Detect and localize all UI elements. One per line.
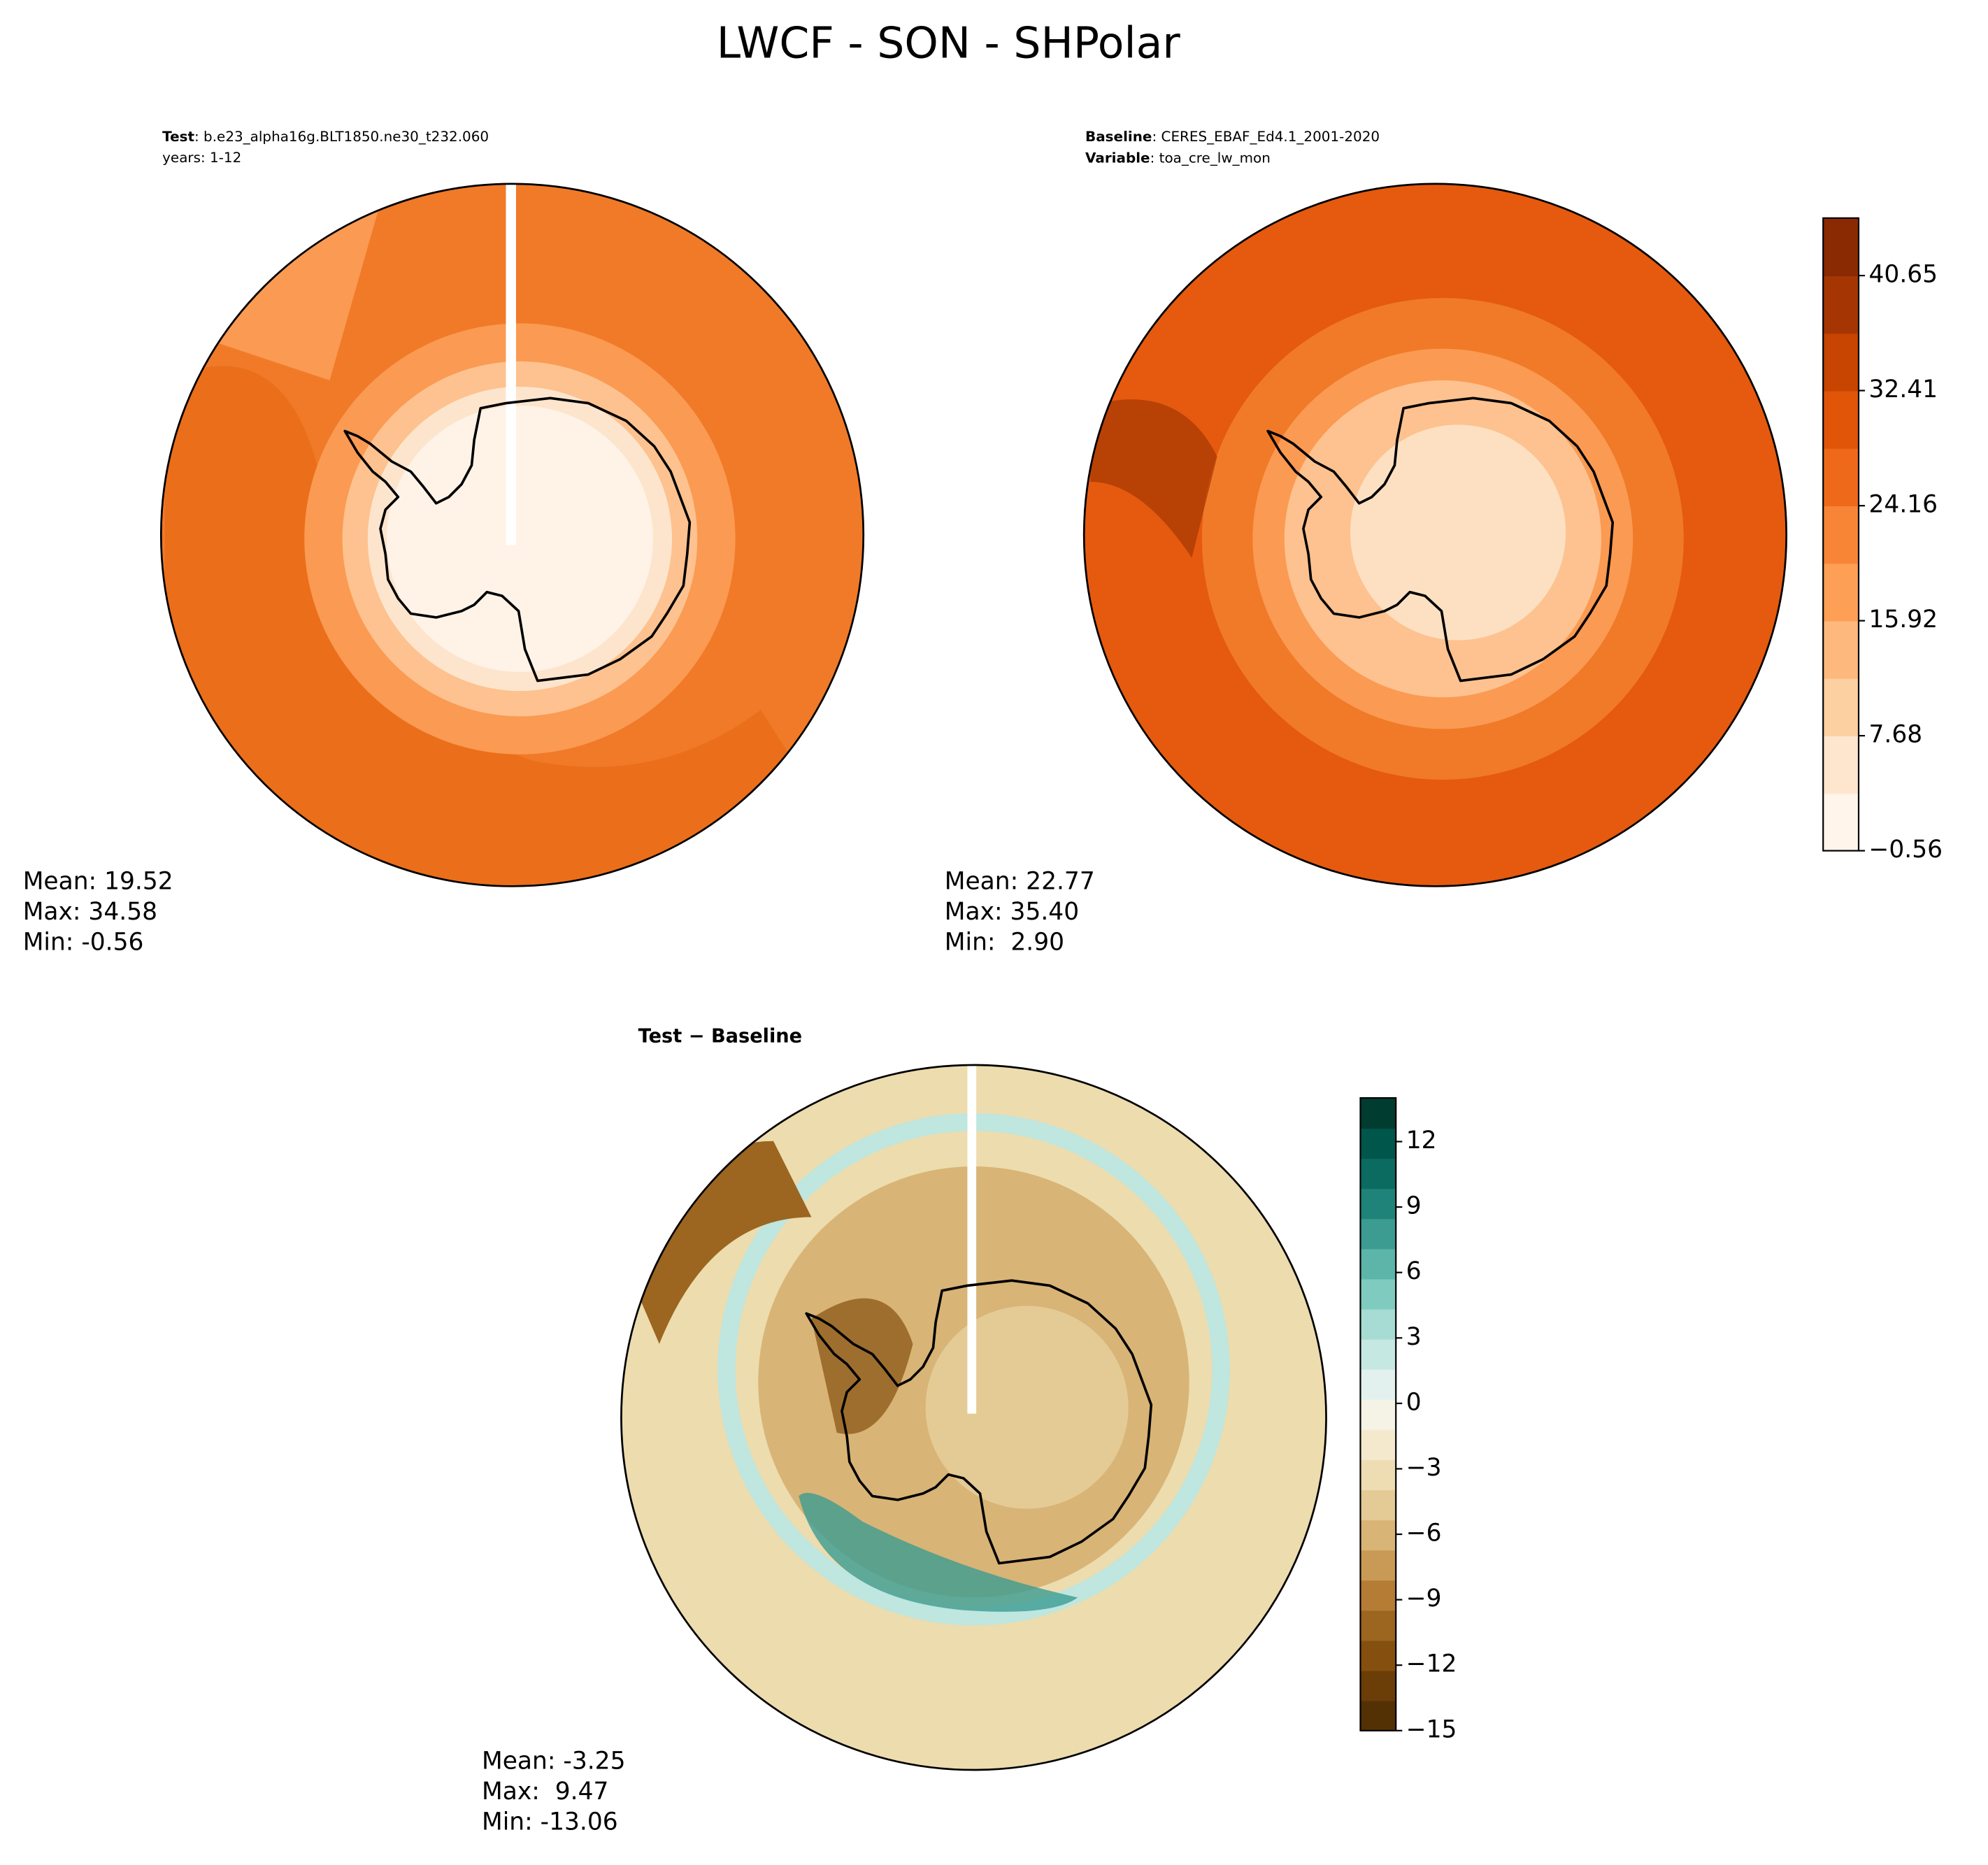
colorbar-band — [1360, 1550, 1396, 1581]
stat-text: Mean: -3.25 — [482, 1748, 625, 1775]
panel-label: years: 1-12 — [162, 149, 241, 166]
stat-text: Min: -0.56 — [23, 928, 144, 956]
stat-text: Mean: 19.52 — [23, 867, 173, 895]
colorbar-band — [1360, 1218, 1396, 1250]
colorbar-band — [1823, 217, 1859, 276]
map-field — [811, 1298, 913, 1434]
stat-text: Max: 34.58 — [23, 898, 157, 926]
map-border — [620, 1064, 1327, 1771]
label-value: : CERES_EBAF_Ed4.1_2001-2020 — [1152, 127, 1380, 144]
colorbar-tick-label: −9 — [1406, 1585, 1442, 1613]
colorbar-band — [1823, 333, 1859, 392]
title: LWCF - SON - SHPolar — [717, 17, 1181, 68]
stat-text: Max: 9.47 — [482, 1778, 608, 1806]
panel-label: Variable: toa_cre_lw_mon — [1085, 149, 1271, 166]
colorbar-band — [1360, 1308, 1396, 1340]
panel-label: Test: b.e23_alpha16g.BLT1850.ne30_t232.0… — [162, 127, 489, 144]
colorbar-band — [1823, 506, 1859, 564]
label-name: Baseline — [1085, 127, 1152, 144]
stat-text: Min: -13.06 — [482, 1808, 618, 1836]
label-value: : b.e23_alpha16g.BLT1850.ne30_t232.060 — [194, 127, 489, 144]
colorbar-band — [1360, 1520, 1396, 1551]
map-field — [1090, 399, 1217, 558]
colorbar-band — [1823, 793, 1859, 852]
colorbar-band — [1823, 678, 1859, 736]
map-field — [799, 1492, 1078, 1612]
stat-text: Max: 35.40 — [945, 898, 1079, 926]
colorbar-band — [1823, 563, 1859, 622]
colorbar-tick-label: −15 — [1406, 1715, 1457, 1743]
map — [1084, 183, 1787, 887]
colorbar-band — [1823, 448, 1859, 506]
colorbar-tick-label: 9 — [1406, 1192, 1422, 1220]
colorbar-tick-label: 24.16 — [1869, 491, 1938, 519]
panel-label: Baseline: CERES_EBAF_Ed4.1_2001-2020 — [1085, 127, 1380, 144]
map-field — [164, 366, 864, 887]
colorbar-band — [1360, 1128, 1396, 1159]
colorbar-tick-label: −3 — [1406, 1454, 1442, 1482]
colorbar-tick-label: −12 — [1406, 1650, 1457, 1678]
map-field — [177, 203, 380, 380]
colorbar-tick-label: −0.56 — [1869, 836, 1943, 864]
colorbar-band — [1360, 1278, 1396, 1310]
label-name: Test — [162, 127, 194, 144]
colorbar-band — [1360, 1640, 1396, 1671]
panel-title: Test − Baseline — [638, 1026, 802, 1048]
map-field — [387, 406, 653, 672]
colorbar-tick-label: 0 — [1406, 1388, 1422, 1416]
colorbar-tick-label: 40.65 — [1869, 261, 1938, 289]
colorbar-band — [1360, 1610, 1396, 1641]
map-border — [1082, 183, 1788, 887]
colorbar-tick-label: 12 — [1406, 1127, 1437, 1155]
colorbar-tick-label: 7.68 — [1869, 721, 1923, 749]
colorbar-band — [1360, 1369, 1396, 1400]
stat-text: Mean: 22.77 — [945, 867, 1095, 895]
colorbar-frame — [1359, 1097, 1397, 1731]
colorbar-band — [1823, 620, 1859, 679]
colorbar-band — [1360, 1429, 1396, 1460]
colorbar-band — [1360, 1670, 1396, 1701]
map — [621, 1064, 1326, 1771]
colorbar-band — [1360, 1489, 1396, 1521]
colorbar-band — [1360, 1098, 1396, 1129]
map-field — [925, 1306, 1129, 1509]
colorbar-band — [1360, 1188, 1396, 1220]
colorbar-tick-label: −6 — [1406, 1520, 1442, 1548]
stat-text: Min: 2.90 — [945, 928, 1064, 956]
map — [161, 183, 864, 887]
colorbar-band — [1360, 1700, 1396, 1731]
colorbar-band — [1360, 1399, 1396, 1430]
colorbar-tick-label: 32.41 — [1869, 376, 1938, 403]
label-value: : toa_cre_lw_mon — [1150, 149, 1271, 166]
colorbar-band — [1823, 276, 1859, 334]
colorbar-band — [1360, 1158, 1396, 1189]
colorbar-band — [1360, 1459, 1396, 1491]
colorbar-band — [1360, 1580, 1396, 1611]
map-border — [159, 183, 865, 887]
map-field — [1350, 424, 1566, 641]
colorbar-band — [1360, 1338, 1396, 1370]
missing-strip — [506, 183, 516, 545]
colorbar-frame — [1822, 217, 1860, 852]
colorbar-tick-label: 6 — [1406, 1257, 1422, 1285]
colorbar-band — [1823, 736, 1859, 794]
colorbar-tick-label: 15.92 — [1869, 606, 1938, 634]
colorbar-band — [1823, 390, 1859, 449]
colorbar-tick-label: 3 — [1406, 1323, 1422, 1351]
label-name: Variable — [1085, 149, 1150, 166]
missing-strip — [967, 1064, 977, 1414]
colorbar-band — [1360, 1248, 1396, 1280]
